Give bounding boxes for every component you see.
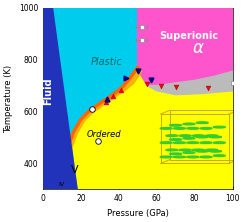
Text: V: V [71,165,79,175]
Circle shape [183,152,195,153]
Circle shape [192,149,204,151]
Text: Fluid: Fluid [43,77,53,105]
Circle shape [166,149,178,151]
Circle shape [160,128,172,129]
Circle shape [192,135,204,137]
Circle shape [170,153,182,155]
Circle shape [209,136,222,138]
Circle shape [173,128,185,129]
Text: Ordered: Ordered [86,130,121,139]
Circle shape [166,135,178,137]
Polygon shape [147,71,233,95]
Circle shape [187,128,199,129]
Y-axis label: Temperature (K): Temperature (K) [4,64,13,133]
Circle shape [170,125,182,126]
Circle shape [160,142,172,143]
Circle shape [200,128,212,129]
Circle shape [209,151,222,152]
Polygon shape [58,67,142,182]
Polygon shape [58,70,233,189]
Circle shape [179,149,191,151]
Circle shape [183,123,195,125]
X-axis label: Pressure (GPa): Pressure (GPa) [107,209,169,218]
Circle shape [196,151,208,152]
Polygon shape [52,8,138,189]
Polygon shape [138,8,233,85]
Text: IV: IV [58,182,64,187]
Circle shape [173,156,185,158]
Text: $\alpha$: $\alpha$ [192,39,205,57]
Text: Superionic: Superionic [159,31,219,41]
Polygon shape [58,70,233,189]
Circle shape [200,142,212,143]
Circle shape [160,156,172,158]
Circle shape [206,149,218,151]
Circle shape [213,126,225,128]
Circle shape [187,142,199,143]
Circle shape [179,135,191,137]
Circle shape [196,136,208,138]
Circle shape [187,156,199,158]
Circle shape [213,142,225,143]
Circle shape [196,122,208,123]
Circle shape [206,135,218,137]
Circle shape [200,156,212,158]
Polygon shape [43,8,77,189]
Circle shape [170,139,182,140]
Circle shape [213,155,225,157]
Circle shape [173,142,185,143]
Text: Plastic: Plastic [90,57,122,67]
Circle shape [183,137,195,139]
